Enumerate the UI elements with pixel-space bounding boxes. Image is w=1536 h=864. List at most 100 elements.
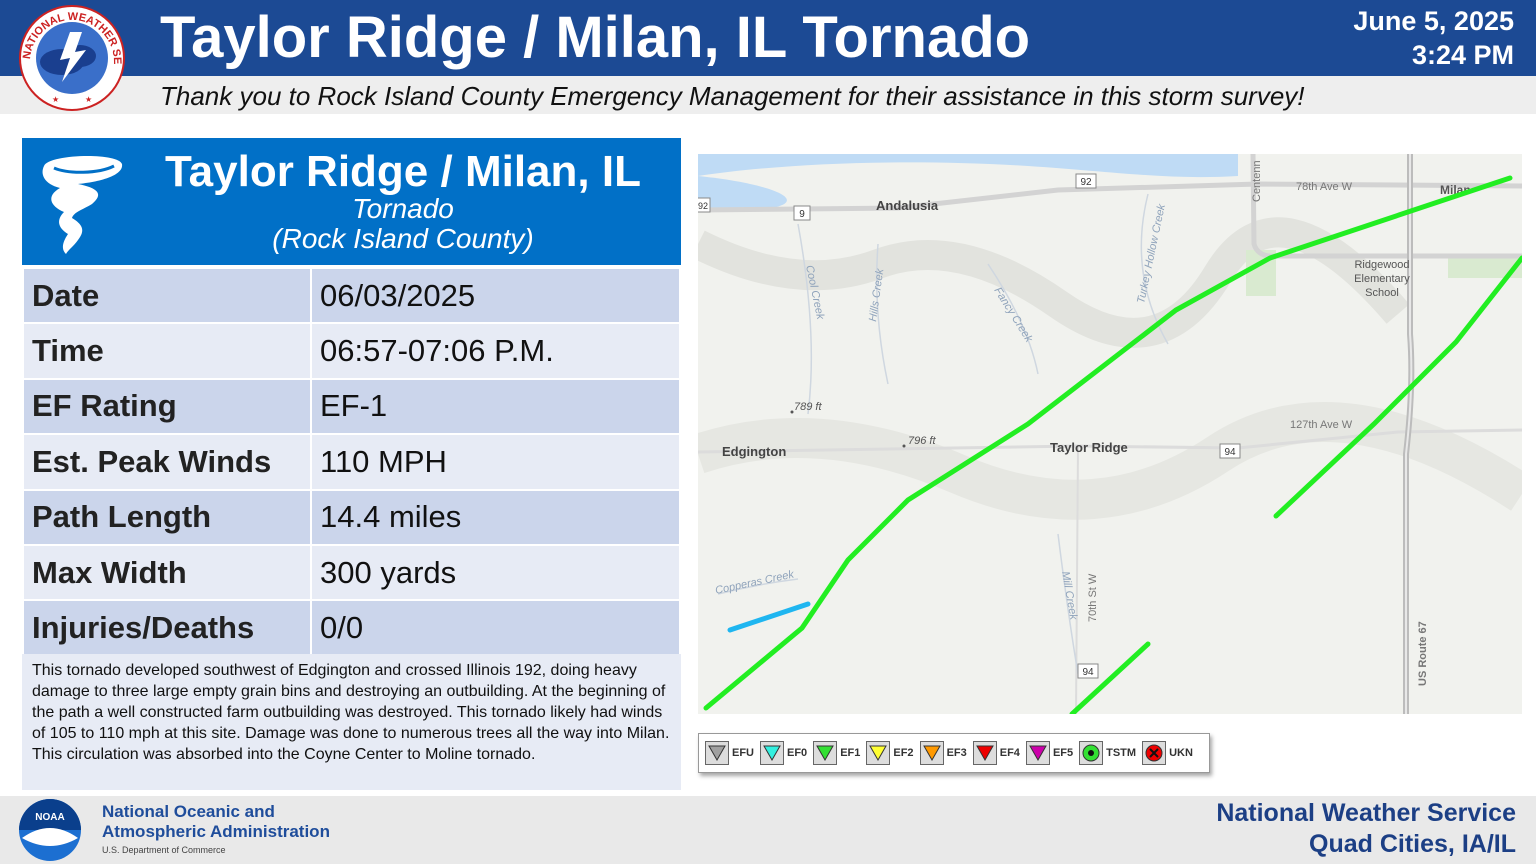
legend-label: TSTM	[1106, 747, 1137, 759]
row-value: EF-1	[310, 377, 681, 436]
label-ridgewood: Ridgewood	[1354, 259, 1409, 271]
office-line1: National Weather Service	[1216, 799, 1516, 827]
legend-label: UKN	[1169, 747, 1193, 759]
legend-item-ef0: EF0	[760, 741, 807, 765]
ef1-track-main	[703, 175, 1513, 711]
legend-label: EF4	[999, 747, 1020, 759]
ef-legend: EFU EF0 EF1 EF2 EF3 EF4 EF5 TSTM UKN	[698, 733, 1210, 773]
triangle-down-icon	[705, 741, 729, 765]
tornado-panel-header: Taylor Ridge / Milan, IL Tornado (Rock I…	[22, 138, 681, 265]
circle-dot-icon	[1079, 741, 1104, 765]
label-elevation-789: 789 ft	[794, 401, 822, 413]
legend-item-efu: EFU	[705, 741, 754, 765]
row-label: Date	[22, 266, 312, 325]
noaa-department: U.S. Department of Commerce	[102, 845, 226, 855]
shield-92: 92	[1080, 177, 1092, 188]
shield-94: 94	[1224, 447, 1236, 458]
table-row: Max Width 300 yards	[22, 543, 681, 602]
nws-logo: NATIONAL WEATHER SERVICE ★ ★	[12, 2, 125, 111]
legend-item-ef4: EF4	[972, 741, 1020, 765]
label-78th-ave: 78th Ave W	[1296, 181, 1353, 193]
legend-item-ef3: EF3	[919, 741, 967, 765]
label-70th-st: 70th St W	[1087, 573, 1099, 622]
noaa-name-line2: Atmospheric Administration	[102, 822, 330, 841]
svg-text:★: ★	[85, 95, 92, 104]
row-value: 110 MPH	[310, 433, 681, 491]
event-description: This tornado developed southwest of Edgi…	[22, 654, 681, 790]
header-bar	[0, 0, 1536, 76]
legend-label: EF0	[787, 747, 808, 759]
legend-item-ukn: UKN	[1142, 741, 1193, 765]
row-label: EF Rating	[22, 377, 312, 436]
table-row: Est. Peak Winds 110 MPH	[22, 433, 681, 491]
noaa-logo-text: NOAA	[35, 812, 64, 823]
road-92	[698, 181, 1522, 213]
legend-label: EFU	[732, 747, 754, 759]
row-label: Time	[22, 322, 312, 380]
shield-92-edge: 92	[698, 201, 708, 211]
label-andalusia: Andalusia	[876, 198, 939, 213]
legend-item-ef1: EF1	[813, 741, 860, 765]
footer-bar	[0, 796, 1536, 864]
label-us-route-67: US Route 67	[1417, 621, 1429, 686]
table-row: Time 06:57-07:06 P.M.	[22, 322, 681, 380]
triangle-down-icon	[760, 741, 784, 765]
triangle-down-icon	[1025, 741, 1050, 765]
page-title: Taylor Ridge / Milan, IL Tornado	[160, 5, 1031, 70]
tornado-info-table: Date 06/03/2025 Time 06:57-07:06 P.M. EF…	[22, 266, 681, 657]
shield-9: 9	[799, 209, 805, 220]
row-label: Injuries/Deaths	[22, 599, 312, 657]
panel-title: Taylor Ridge / Milan, IL	[165, 147, 641, 196]
shield-94-south: 94	[1082, 667, 1094, 678]
legend-item-tstm: TSTM	[1079, 741, 1136, 765]
legend-item-ef2: EF2	[866, 741, 914, 765]
label-elevation-796: 796 ft	[908, 435, 936, 447]
triangle-down-icon	[972, 741, 997, 765]
legend-item-ef5: EF5	[1025, 741, 1074, 765]
table-row: Injuries/Deaths 0/0	[22, 599, 681, 657]
tornado-icon	[42, 155, 123, 254]
ef1-track-east	[1273, 255, 1522, 519]
triangle-down-icon	[919, 741, 944, 765]
office-name: National Weather Service Quad Cities, IA…	[1216, 798, 1516, 860]
ef0-track	[727, 601, 811, 633]
ef1-track-south	[1069, 641, 1151, 714]
label-school: School	[1365, 287, 1399, 299]
damage-track-map[interactable]: Andalusia Edgington Taylor Ridge Milan R…	[698, 154, 1522, 714]
row-value: 14.4 miles	[310, 488, 681, 546]
acknowledgement-text: Thank you to Rock Island County Emergenc…	[160, 81, 1305, 111]
triangle-down-icon	[866, 741, 891, 765]
row-label: Max Width	[22, 543, 312, 602]
map-canvas: Andalusia Edgington Taylor Ridge Milan R…	[698, 154, 1522, 714]
triangle-down-icon	[813, 741, 838, 765]
row-label: Path Length	[22, 488, 312, 546]
label-edgington: Edgington	[722, 444, 786, 459]
label-taylor-ridge: Taylor Ridge	[1050, 440, 1128, 455]
issue-date: June 5, 2025	[1353, 6, 1514, 36]
svg-text:★: ★	[52, 95, 59, 104]
noaa-logo: NOAA	[19, 799, 81, 861]
circle-x-icon	[1142, 741, 1167, 765]
label-elementary: Elementary	[1354, 273, 1410, 285]
label-centennial: Centenn	[1251, 160, 1263, 202]
legend-label: EF3	[946, 747, 967, 759]
table-row: Path Length 14.4 miles	[22, 488, 681, 546]
county-name: (Rock Island County)	[272, 223, 534, 254]
issue-datetime: June 5, 2025 3:24 PM	[1353, 4, 1514, 72]
row-value: 0/0	[310, 599, 681, 657]
acknowledgement-bar	[0, 76, 1536, 114]
table-row: EF Rating EF-1	[22, 377, 681, 436]
issue-time: 3:24 PM	[1411, 40, 1514, 70]
row-value: 06:57-07:06 P.M.	[310, 322, 681, 380]
row-label: Est. Peak Winds	[22, 433, 312, 491]
table-row: Date 06/03/2025	[22, 266, 681, 325]
event-type: Tornado	[352, 193, 454, 224]
legend-label: EF2	[893, 747, 914, 759]
noaa-name-line1: National Oceanic and	[102, 802, 275, 821]
row-value: 300 yards	[310, 543, 681, 602]
office-line2: Quad Cities, IA/IL	[1309, 830, 1516, 858]
label-127th-ave: 127th Ave W	[1290, 419, 1353, 431]
legend-label: EF1	[840, 747, 861, 759]
row-value: 06/03/2025	[310, 266, 681, 325]
legend-label: EF5	[1052, 747, 1074, 759]
